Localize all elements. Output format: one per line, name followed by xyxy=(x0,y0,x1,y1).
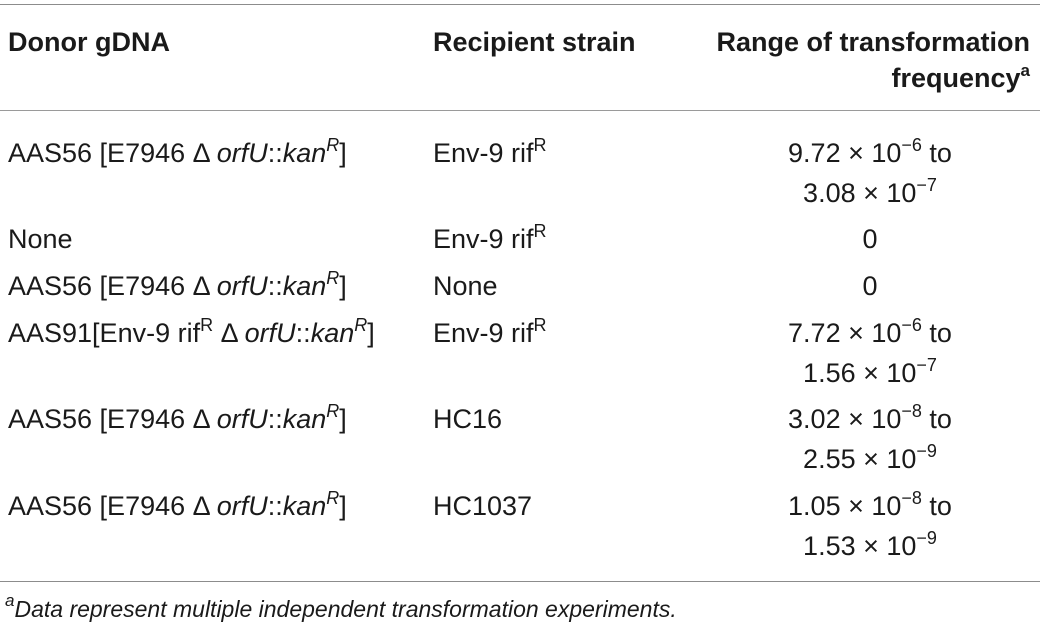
header-donor-gdna: Donor gDNA xyxy=(8,27,170,57)
table-row-5-recipient: HC16 xyxy=(433,404,503,434)
donor-marker-superscript: R xyxy=(326,268,340,288)
donor-marker-superscript: R xyxy=(354,315,368,335)
footnote-text: Data represent multiple independent tran… xyxy=(14,596,677,622)
donor-suffix: ] xyxy=(339,404,347,434)
footnote-marker: a xyxy=(1020,61,1030,80)
table-bottom-rule xyxy=(0,581,1040,582)
donor-marker-superscript: R xyxy=(326,401,340,421)
frequency-upper: 1.05 × 10−8 to xyxy=(710,486,1030,526)
donor-separator: :: xyxy=(267,271,283,301)
frequency-upper-mantissa: 3.02 × 10 xyxy=(788,404,902,434)
donor-marker: kan xyxy=(310,318,355,348)
donor-gene: orfU xyxy=(216,271,268,301)
donor-prefix: AAS91[Env-9 rif xyxy=(8,318,201,348)
frequency-upper-exponent: −8 xyxy=(901,401,922,421)
frequency-upper: 9.72 × 10−6 to xyxy=(710,133,1030,173)
donor-prefix: AAS56 [E7946 Δ xyxy=(8,271,217,301)
table-row-6-frequency: 1.05 × 10−8 to 1.53 × 10−9 xyxy=(710,486,1030,566)
header-transformation-frequency: Range of transformation frequencya xyxy=(688,24,1030,96)
donor-separator: :: xyxy=(295,318,311,348)
frequency-upper: 7.72 × 10−6 to xyxy=(710,313,1030,353)
donor-gene: orfU xyxy=(216,404,268,434)
donor-marker: kan xyxy=(282,404,327,434)
frequency-upper-mantissa: 7.72 × 10 xyxy=(788,318,902,348)
table-row-3-donor: AAS56 [E7946 Δ orfU::kanR] xyxy=(8,266,347,306)
frequency-lower-mantissa: 2.55 × 10 xyxy=(803,444,917,474)
frequency-upper-mantissa: 1.05 × 10 xyxy=(788,491,902,521)
table-row-4-donor: AAS91[Env-9 rifR Δ orfU::kanR] xyxy=(8,313,375,353)
frequency-lower: 2.55 × 10−9 xyxy=(710,439,1030,479)
header-rule xyxy=(0,110,1040,111)
donor-marker: kan xyxy=(282,491,327,521)
table-row-4-frequency: 7.72 × 10−6 to 1.56 × 10−7 xyxy=(710,313,1030,393)
frequency-upper: 3.02 × 10−8 to xyxy=(710,399,1030,439)
frequency-lower-exponent: −7 xyxy=(916,175,937,195)
donor-prefix: AAS56 [E7946 Δ xyxy=(8,138,217,168)
table-row-6-recipient: HC1037 xyxy=(433,491,533,521)
frequency-lower: 1.56 × 10−7 xyxy=(710,353,1030,393)
donor-gene: orfU xyxy=(216,138,268,168)
donor-separator: :: xyxy=(267,404,283,434)
table-row-2-frequency: 0 xyxy=(862,224,878,254)
donor-marker: kan xyxy=(282,138,327,168)
donor-marker-superscript: R xyxy=(326,135,340,155)
table-row-2-recipient: Env-9 rifR xyxy=(433,219,547,259)
frequency-lower-exponent: −9 xyxy=(916,441,937,461)
donor-suffix: ] xyxy=(339,138,347,168)
donor-suffix: ] xyxy=(339,491,347,521)
donor-suffix: ] xyxy=(339,271,347,301)
frequency-to: to xyxy=(921,491,952,521)
recipient-strain: Env-9 rif xyxy=(433,224,534,254)
recipient-strain: Env-9 rif xyxy=(433,318,534,348)
recipient-superscript: R xyxy=(533,135,547,155)
donor-separator: :: xyxy=(267,138,283,168)
table-row-6-donor: AAS56 [E7946 Δ orfU::kanR] xyxy=(8,486,347,526)
frequency-upper-exponent: −6 xyxy=(901,315,922,335)
frequency-lower: 1.53 × 10−9 xyxy=(710,526,1030,566)
frequency-to: to xyxy=(921,138,952,168)
header-frequency-line2: frequencya xyxy=(688,60,1030,96)
table-row-1-recipient: Env-9 rifR xyxy=(433,133,547,173)
donor-gene: orfU xyxy=(216,491,268,521)
table-row-3-frequency: 0 xyxy=(862,271,878,301)
frequency-lower-mantissa: 1.53 × 10 xyxy=(803,531,917,561)
recipient-strain: Env-9 rif xyxy=(433,138,534,168)
donor-marker-superscript: R xyxy=(326,488,340,508)
donor-marker: kan xyxy=(282,271,327,301)
donor-prefix: AAS56 [E7946 Δ xyxy=(8,491,217,521)
table-footnote: aData represent multiple independent tra… xyxy=(5,592,677,626)
header-frequency-word: frequency xyxy=(891,63,1021,93)
header-recipient-strain: Recipient strain xyxy=(433,27,636,57)
table-row-4-recipient: Env-9 rifR xyxy=(433,313,547,353)
frequency-upper-exponent: −8 xyxy=(901,488,922,508)
header-frequency-line1: Range of transformation xyxy=(716,27,1030,57)
frequency-upper-mantissa: 9.72 × 10 xyxy=(788,138,902,168)
donor-suffix: ] xyxy=(367,318,375,348)
frequency-lower: 3.08 × 10−7 xyxy=(710,173,1030,213)
recipient-superscript: R xyxy=(533,221,547,241)
donor-separator: :: xyxy=(267,491,283,521)
donor-prefix: AAS56 [E7946 Δ xyxy=(8,404,217,434)
donor-gene: orfU xyxy=(244,318,296,348)
donor-prefix-superscript: R xyxy=(200,315,214,335)
frequency-to: to xyxy=(921,318,952,348)
recipient-superscript: R xyxy=(533,315,547,335)
donor-delta: Δ xyxy=(213,318,245,348)
table-row-5-donor: AAS56 [E7946 Δ orfU::kanR] xyxy=(8,399,347,439)
frequency-to: to xyxy=(921,404,952,434)
table-top-rule xyxy=(0,4,1040,5)
footnote-marker: a xyxy=(5,591,15,610)
table-row-1-donor: AAS56 [E7946 Δ orfU::kanR] xyxy=(8,133,347,173)
table-row-3-recipient: None xyxy=(433,271,498,301)
frequency-lower-exponent: −9 xyxy=(916,528,937,548)
frequency-lower-mantissa: 3.08 × 10 xyxy=(803,178,917,208)
table-row-2-donor: None xyxy=(8,224,73,254)
frequency-lower-exponent: −7 xyxy=(916,355,937,375)
frequency-upper-exponent: −6 xyxy=(901,135,922,155)
table-row-5-frequency: 3.02 × 10−8 to 2.55 × 10−9 xyxy=(710,399,1030,479)
table-row-1-frequency: 9.72 × 10−6 to 3.08 × 10−7 xyxy=(710,133,1030,213)
frequency-lower-mantissa: 1.56 × 10 xyxy=(803,358,917,388)
